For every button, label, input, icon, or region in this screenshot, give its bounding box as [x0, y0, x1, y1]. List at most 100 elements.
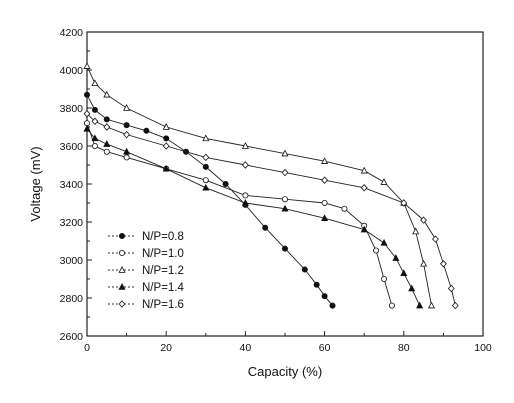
- data-point: [241, 142, 249, 149]
- data-point: [329, 302, 336, 309]
- data-point: [360, 166, 368, 174]
- data-point: [103, 148, 110, 155]
- y-tick-label: 3000: [60, 255, 84, 267]
- data-point: [321, 199, 328, 206]
- legend-entry: N/P=1.0: [108, 248, 184, 260]
- x-axis-ticks: 0 20 40 60 80 100: [84, 331, 492, 354]
- y-tick-label: 3800: [60, 103, 84, 115]
- series-2: [84, 120, 395, 309]
- legend-label: N/P=1.0: [142, 248, 184, 260]
- data-point: [301, 266, 308, 273]
- data-point: [321, 157, 329, 164]
- data-point: [143, 127, 150, 134]
- data-point: [103, 90, 111, 98]
- data-point: [427, 301, 436, 309]
- x-tick-label: 80: [398, 342, 410, 354]
- data-point: [380, 238, 388, 246]
- data-point: [162, 142, 170, 150]
- x-tick-label: 20: [160, 342, 172, 354]
- x-axis-title: Capacity (%): [248, 364, 322, 379]
- data-point: [400, 269, 408, 277]
- data-point: [202, 163, 209, 170]
- data-point: [321, 293, 328, 300]
- legend-entry: N/P=1.4: [108, 282, 184, 294]
- series-3: [83, 62, 436, 309]
- data-point: [281, 196, 288, 203]
- data-point: [321, 176, 329, 184]
- y-tick-label: 3200: [60, 217, 84, 229]
- series-layer: [83, 62, 459, 310]
- y-tick-label: 4200: [60, 27, 84, 39]
- data-point: [388, 302, 395, 309]
- data-point: [91, 79, 99, 87]
- data-point: [360, 184, 368, 192]
- x-tick-label: 40: [240, 342, 252, 354]
- series-line: [86, 94, 333, 306]
- series-line: [86, 66, 432, 306]
- x-tick-label: 0: [84, 342, 90, 354]
- data-point: [83, 124, 91, 132]
- data-point: [222, 180, 229, 187]
- data-point: [281, 149, 289, 157]
- data-point: [123, 147, 131, 155]
- y-tick-label: 3400: [60, 179, 84, 191]
- data-point: [91, 134, 99, 142]
- data-point: [281, 204, 289, 212]
- y-tick-label: 2800: [60, 293, 84, 305]
- data-point: [281, 168, 289, 177]
- data-point: [123, 122, 130, 129]
- data-point: [360, 225, 368, 233]
- x-tick-label: 100: [474, 342, 492, 354]
- data-point: [202, 153, 210, 162]
- y-tick-label: 2600: [60, 331, 84, 343]
- y-tick-label: 3600: [60, 141, 84, 153]
- series-4: [83, 124, 424, 309]
- data-point: [91, 117, 99, 126]
- data-point: [103, 116, 110, 123]
- legend-label: N/P=1.6: [142, 299, 184, 311]
- data-point: [103, 123, 111, 131]
- data-point: [439, 260, 447, 268]
- data-point: [162, 164, 170, 172]
- data-point: [451, 301, 459, 310]
- data-point: [313, 281, 320, 288]
- data-point: [432, 235, 439, 243]
- data-point: [420, 259, 428, 267]
- data-point: [84, 91, 91, 98]
- data-point: [281, 245, 288, 252]
- legend-label: N/P=1.2: [142, 265, 184, 277]
- data-point: [420, 216, 428, 224]
- legend-marker: [118, 300, 126, 308]
- data-point: [162, 123, 170, 130]
- data-point: [373, 247, 380, 254]
- data-point: [321, 214, 329, 221]
- data-point: [262, 224, 269, 231]
- data-point: [123, 104, 131, 111]
- legend-label: N/P=1.4: [142, 282, 184, 294]
- legend-marker: [119, 249, 126, 256]
- data-point: [447, 284, 455, 293]
- data-point: [202, 134, 210, 142]
- data-point: [242, 192, 249, 199]
- data-point: [380, 178, 388, 185]
- series-5: [83, 109, 459, 310]
- legend-marker: [119, 232, 126, 239]
- y-tick-label: 4000: [60, 65, 84, 77]
- data-point: [123, 130, 131, 139]
- data-point: [408, 284, 416, 292]
- series-line: [86, 128, 421, 306]
- data-point: [163, 135, 170, 142]
- series-line: [86, 123, 393, 306]
- data-point: [91, 142, 98, 149]
- data-point: [400, 199, 408, 207]
- data-point: [412, 227, 420, 235]
- data-point: [202, 177, 209, 184]
- legend-label: N/P=0.8: [142, 231, 184, 243]
- data-point: [83, 109, 91, 118]
- data-point: [83, 62, 91, 69]
- data-point: [123, 154, 130, 161]
- legend-entry: N/P=1.2: [108, 265, 184, 277]
- data-point: [202, 183, 210, 191]
